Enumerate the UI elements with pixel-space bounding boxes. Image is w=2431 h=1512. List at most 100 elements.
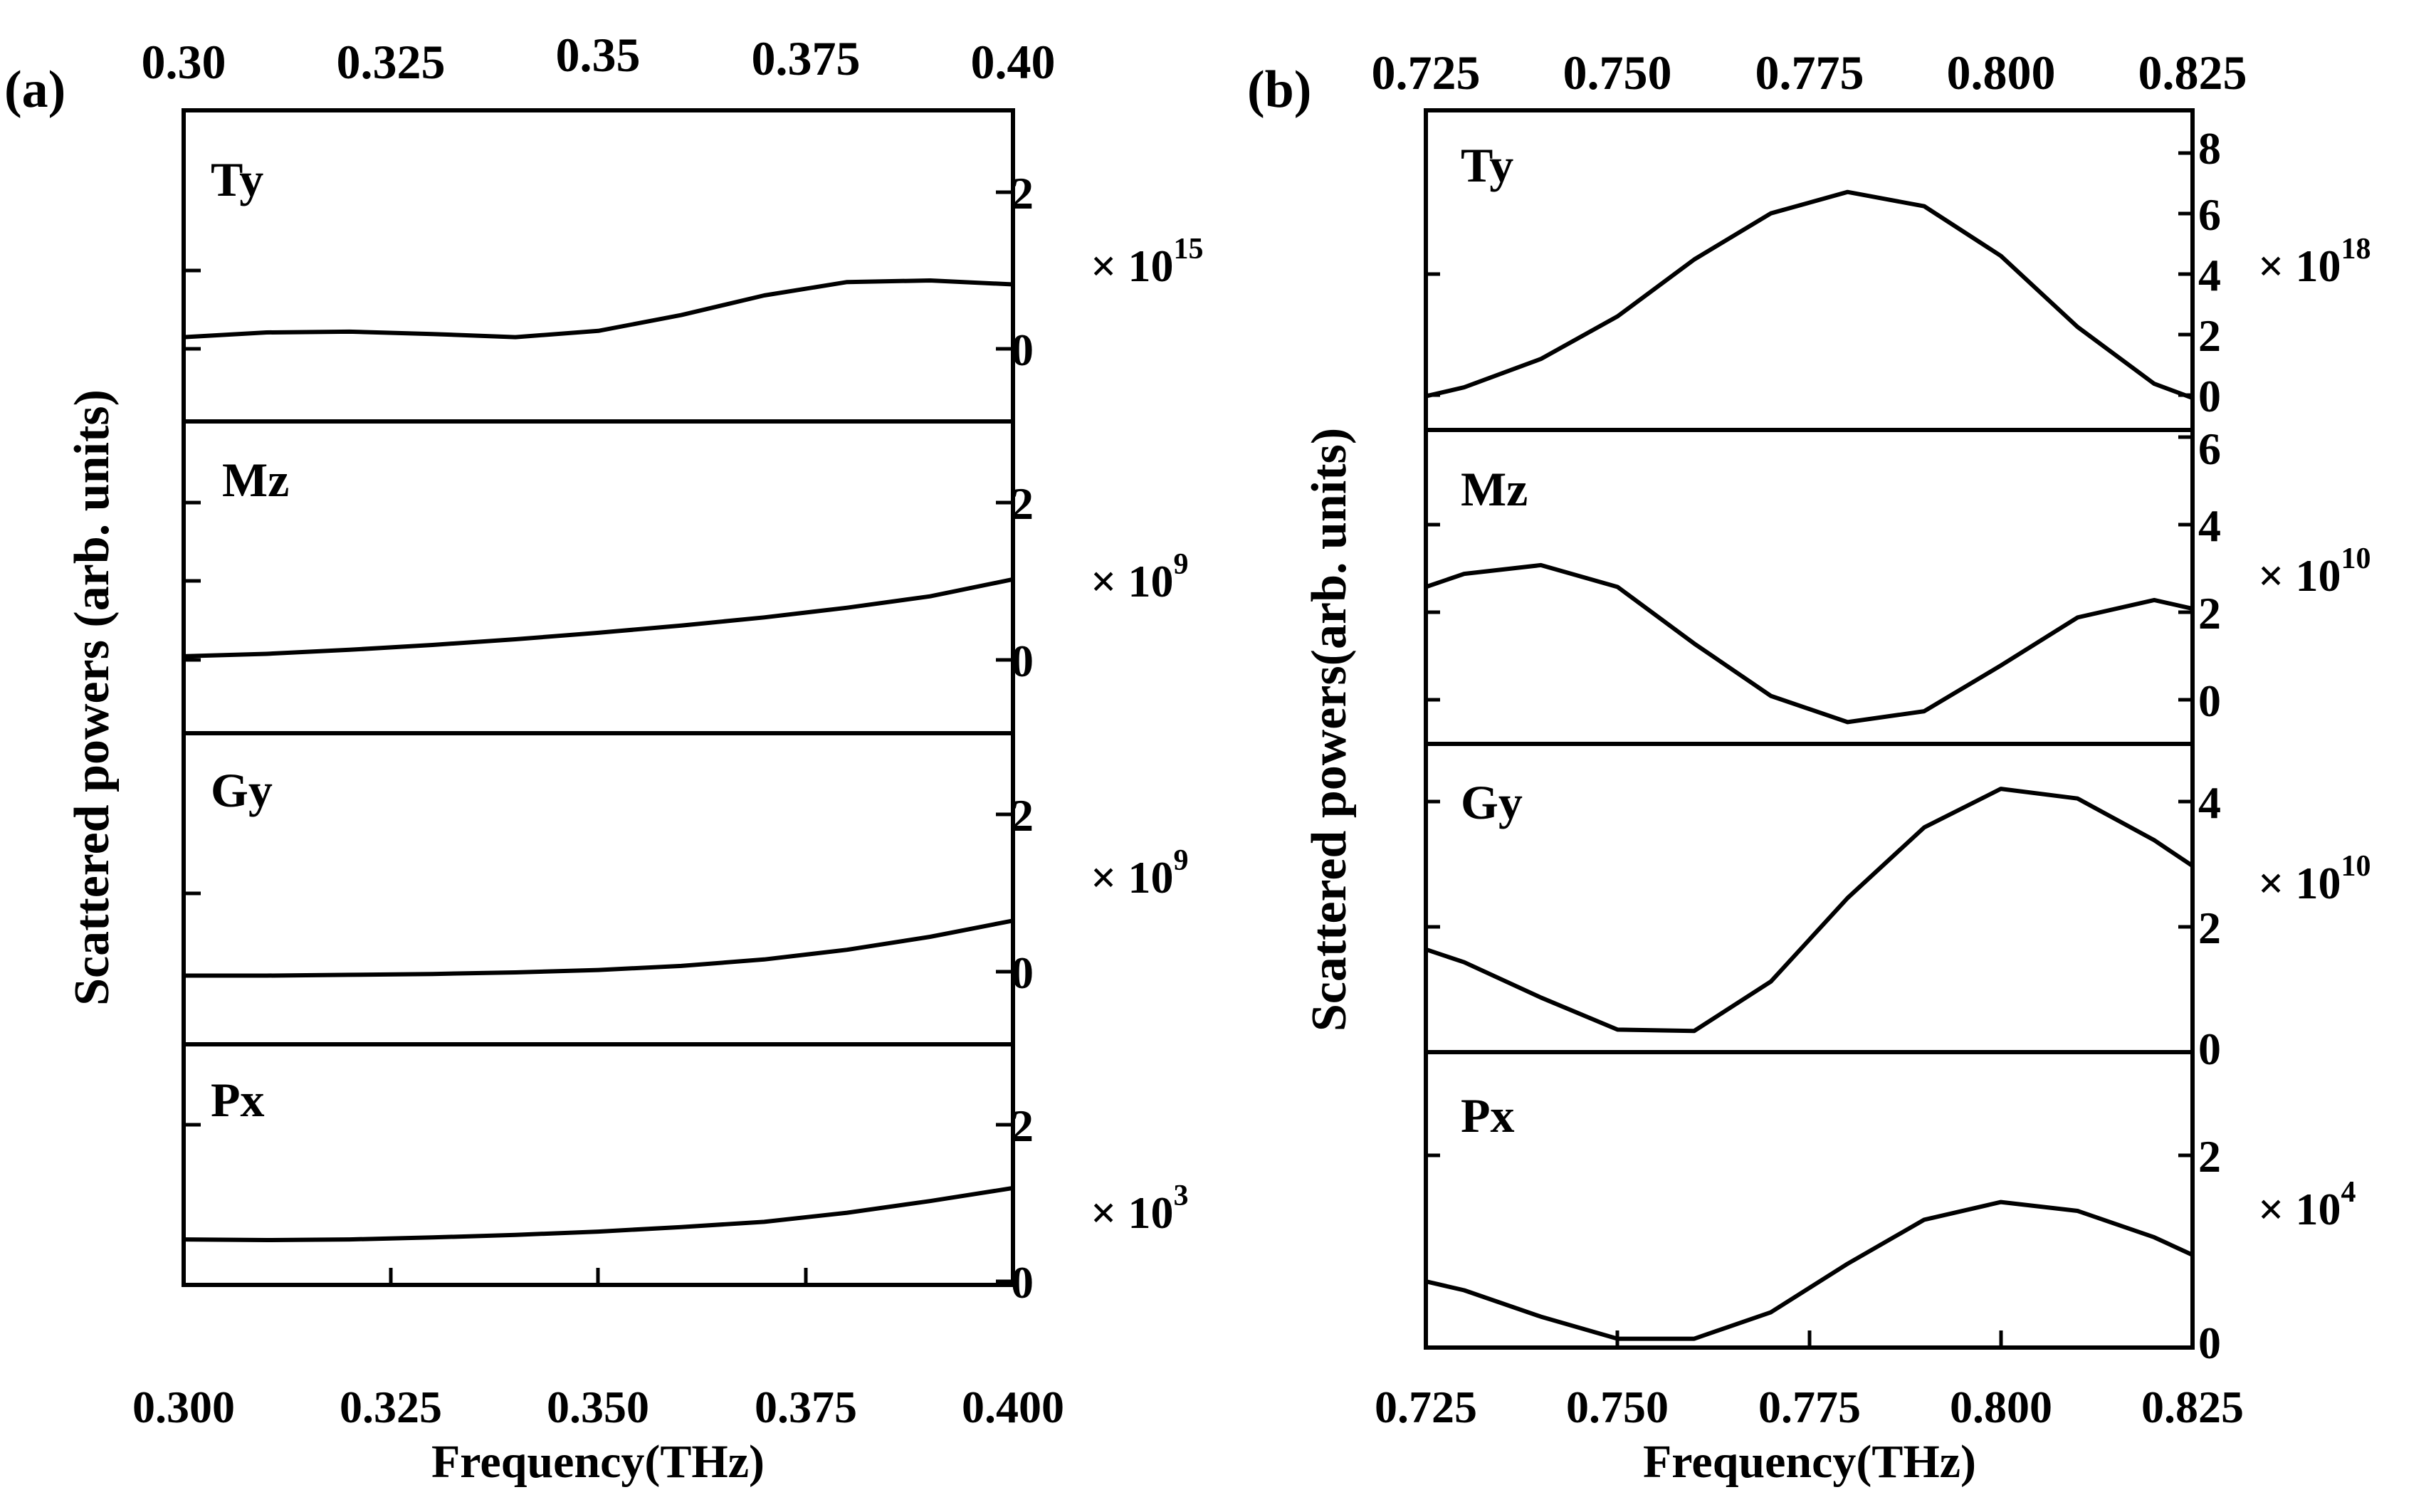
scale-exponent: 9 — [1173, 548, 1188, 581]
panel-b-top-tick-label: 0.750 — [1563, 46, 1672, 100]
series-line-a-mz — [182, 577, 1015, 658]
panel-b-label: (b) — [1247, 61, 1311, 119]
scale-prefix: × 10 — [1091, 1187, 1173, 1238]
panel-b-y-axis-title: Scattered powers(arb. units) — [1302, 428, 1357, 1031]
scale-factor-label: × 1018 — [2258, 233, 2370, 291]
panel-a-label: (a) — [4, 61, 65, 119]
panel-a-x-tick-label: 0.400 — [962, 1382, 1064, 1432]
y-tick-label: 2 — [2198, 588, 2221, 639]
panel-a-x-tick-label: 0.350 — [547, 1382, 649, 1432]
y-tick-label: 2 — [2198, 1131, 2221, 1182]
y-tick-label: 6 — [2198, 424, 2221, 474]
scale-exponent: 10 — [2341, 850, 2370, 883]
panel-b-top-tick-label: 0.825 — [2138, 46, 2247, 100]
subplot-a-gy: Gy 0 2 × 109 — [182, 763, 1188, 998]
panel-a-y-axis-title: Scattered powers (arb. units) — [65, 389, 120, 1006]
scale-exponent: 4 — [2341, 1176, 2356, 1209]
panel-a-x-tick-label: 0.300 — [132, 1382, 235, 1432]
panel-b: (b) 0.725 0.750 0.775 0.800 0.825 0.725 … — [1247, 46, 2370, 1488]
series-line-b-px — [1424, 1199, 2195, 1341]
series-line-a-ty — [182, 278, 1015, 340]
y-tick-label: 2 — [1011, 1101, 1034, 1151]
subplot-label: Px — [211, 1073, 265, 1127]
panel-b-frame — [1424, 108, 2195, 1350]
panel-a-x-axis-title: Frequency(THz) — [431, 1436, 765, 1488]
y-tick-label: 2 — [1011, 168, 1034, 219]
panel-b-x-tick-label: 0.775 — [1758, 1382, 1861, 1432]
panel-b-top-tick-label: 0.725 — [1372, 46, 1481, 100]
subplot-label: Gy — [1461, 775, 1523, 829]
subplot-a-ty: Ty 0 2 × 1015 — [182, 152, 1203, 375]
series-line-a-gy — [182, 918, 1015, 978]
scale-exponent: 10 — [2341, 542, 2370, 575]
y-tick-label: 4 — [2198, 250, 2221, 300]
scale-factor-label: × 104 — [2258, 1176, 2356, 1234]
subplot-label: Gy — [211, 763, 273, 817]
panel-b-x-tick-label: 0.750 — [1566, 1382, 1669, 1432]
panel-b-top-tick-label: 0.800 — [1947, 46, 2056, 100]
subplot-b-px: Px 0 2 × 104 — [1424, 1088, 2356, 1368]
panel-b-x-axis-title: Frequency(THz) — [1643, 1436, 1976, 1488]
series-line-b-ty — [1424, 189, 2195, 401]
subplot-label: Mz — [222, 453, 289, 507]
y-tick-label: 0 — [1011, 636, 1034, 686]
scale-exponent: 15 — [1173, 233, 1203, 266]
panel-a-top-tick-label: 0.325 — [337, 35, 446, 89]
y-tick-label: 0 — [2198, 676, 2221, 726]
scale-exponent: 9 — [1173, 844, 1188, 877]
y-tick-label: 4 — [2198, 777, 2221, 828]
scale-exponent: 3 — [1173, 1180, 1188, 1212]
subplot-a-mz: Mz 0 2 × 109 — [182, 453, 1188, 686]
panel-a-top-tick-label: 0.375 — [752, 31, 861, 85]
y-tick-label: 2 — [2198, 903, 2221, 953]
subplot-label: Mz — [1461, 462, 1528, 516]
y-tick-label: 2 — [1011, 478, 1034, 529]
scale-prefix: × 10 — [1091, 556, 1173, 607]
series-line-b-gy — [1424, 787, 2195, 1034]
panel-a-top-tick-label: 0.30 — [142, 35, 226, 89]
panel-a-x-tick-label: 0.325 — [340, 1382, 442, 1432]
y-tick-label: 6 — [2198, 189, 2221, 240]
scale-factor-label: × 109 — [1091, 844, 1188, 903]
subplot-b-gy: Gy 0 2 4 × 1010 — [1424, 775, 2370, 1074]
panel-a-top-axis: 0.30 0.325 0.35 0.375 0.40 — [142, 28, 1056, 89]
subplot-b-ty: Ty 0 2 4 6 8 × 1018 — [1424, 123, 2370, 421]
scale-prefix: × 10 — [1091, 852, 1173, 903]
panel-a: (a) 0.30 0.325 0.35 0.375 0.40 0.300 0.3… — [4, 28, 1203, 1488]
panel-b-x-tick-label: 0.725 — [1375, 1382, 1477, 1432]
y-tick-label: 0 — [2198, 1318, 2221, 1368]
scale-factor-label: × 109 — [1091, 548, 1188, 607]
y-tick-label: 0 — [1011, 947, 1034, 998]
panel-a-top-tick-label: 0.40 — [971, 35, 1056, 89]
panel-a-bottom-axis: 0.300 0.325 0.350 0.375 0.400 Frequency(… — [132, 1268, 1064, 1488]
y-tick-label: 0 — [2198, 371, 2221, 421]
panel-b-top-tick-label: 0.775 — [1755, 46, 1864, 100]
y-tick-label: 0 — [1011, 325, 1034, 375]
scale-prefix: × 10 — [2258, 241, 2341, 291]
y-tick-label: 0 — [2198, 1024, 2221, 1074]
subplot-label: Ty — [1461, 138, 1513, 192]
panel-a-x-tick-label: 0.375 — [755, 1382, 857, 1432]
y-tick-label: 2 — [2198, 310, 2221, 361]
panel-b-x-tick-label: 0.825 — [2141, 1382, 2244, 1432]
scale-factor-label: × 1010 — [2258, 850, 2370, 908]
scale-prefix: × 10 — [2258, 550, 2341, 601]
scale-exponent: 18 — [2341, 233, 2370, 266]
y-tick-label: 8 — [2198, 123, 2221, 174]
scale-factor-label: × 1010 — [2258, 542, 2370, 601]
series-line-a-px — [182, 1185, 1015, 1242]
y-tick-label: 2 — [1011, 790, 1034, 841]
scale-factor-label: × 1015 — [1091, 233, 1203, 291]
scale-factor-label: × 103 — [1091, 1180, 1188, 1238]
panel-a-frame — [182, 108, 1015, 1287]
subplot-label: Ty — [211, 152, 263, 206]
y-tick-label: 4 — [2198, 500, 2221, 551]
scale-prefix: × 10 — [2258, 858, 2341, 908]
panel-b-x-tick-label: 0.800 — [1950, 1382, 2052, 1432]
panel-b-bottom-axis: 0.725 0.750 0.775 0.800 0.825 Frequency(… — [1375, 1330, 2244, 1488]
panel-a-top-tick-label: 0.35 — [556, 28, 641, 82]
subplot-a-px: Px 0 2 × 103 — [182, 1073, 1188, 1308]
scale-prefix: × 10 — [1091, 241, 1173, 291]
panel-b-top-axis: 0.725 0.750 0.775 0.800 0.825 — [1372, 46, 2247, 100]
